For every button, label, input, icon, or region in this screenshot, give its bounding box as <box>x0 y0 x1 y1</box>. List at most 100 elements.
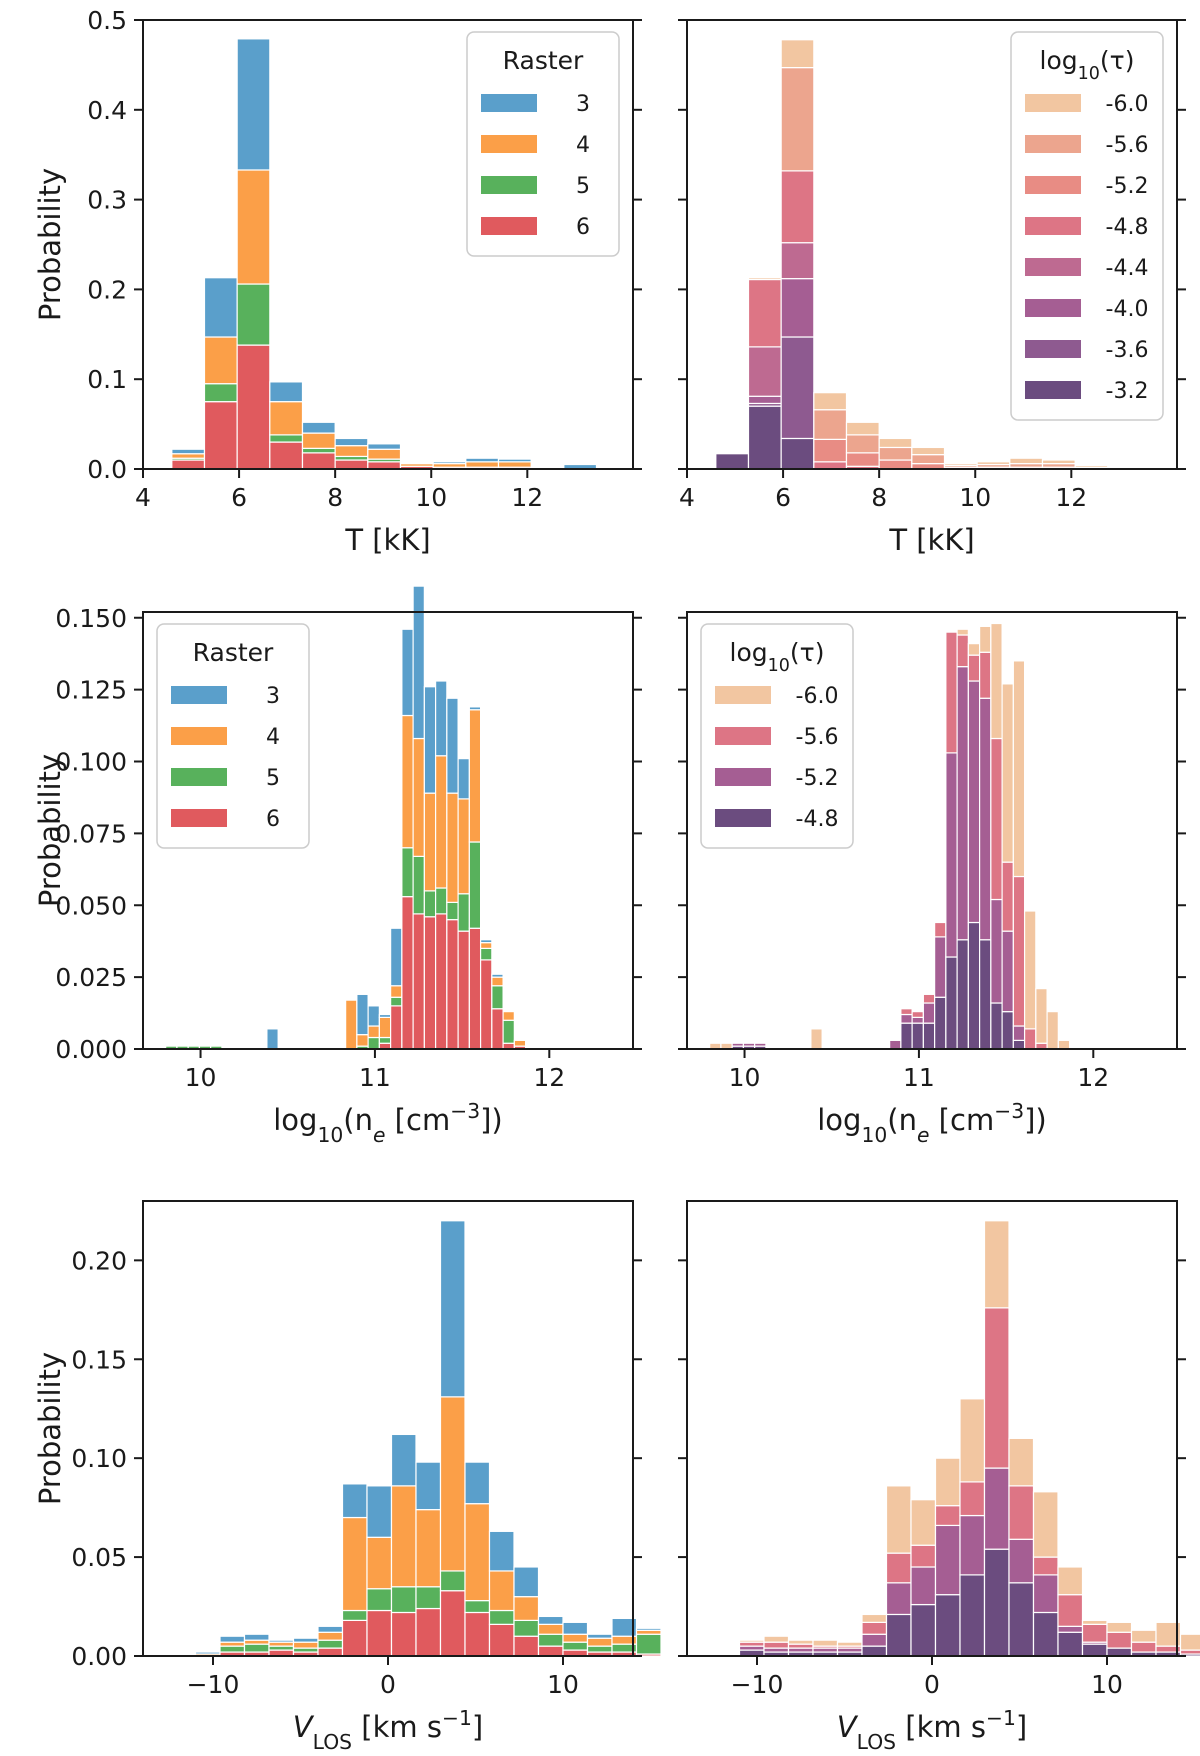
bar-series--5.6-bin-27 <box>1012 875 1026 1027</box>
legend-swatch--5.6 <box>1025 135 1081 153</box>
bar-series--4.8-bin-23 <box>967 921 981 1050</box>
bar-series--5.6-bin-16 <box>1106 1631 1133 1649</box>
y-tick-label: 0.00 <box>71 1642 127 1671</box>
x-tick-label: 4 <box>135 483 151 512</box>
legend-label-5: 5 <box>576 174 590 199</box>
legend-swatch--3.6 <box>1025 340 1081 358</box>
bar-series-3-bin-26 <box>457 758 470 800</box>
panel-velocity-raster: 0.00 0.05 0.10 0.15 0.20 −10 0 10 VLOS [km s−1] P… <box>33 1200 662 1754</box>
bar-series--6.0-bin-3 <box>787 1639 814 1645</box>
bar-series--4.8-bin-17 <box>900 1022 913 1050</box>
bar-series--5.6-bin-6 <box>861 1621 888 1635</box>
x-tick-label: −10 <box>731 1670 784 1699</box>
bar-series-4-bin-17 <box>356 1034 369 1047</box>
bar-series--4.8-bin-10 <box>959 1574 986 1657</box>
legend-label--3.2: -3.2 <box>1106 379 1149 404</box>
bar-series--6.0-bin-23 <box>967 643 981 656</box>
legend-swatch--4.8 <box>1025 217 1081 235</box>
legend-label-3: 3 <box>266 684 280 709</box>
bar-series-3-bin-28 <box>479 939 493 944</box>
bar-series--5.6-bin-2 <box>780 66 815 172</box>
bar-series-4-bin-14 <box>513 1596 540 1621</box>
y-axis-label: Probability <box>33 1352 67 1505</box>
bar-series-3-bin-11 <box>439 1220 466 1398</box>
bar-series--5.2-bin-26 <box>1001 930 1014 1013</box>
legend-swatch-5 <box>171 768 227 786</box>
bar-series--6.0-bin-31 <box>1057 1039 1071 1050</box>
bar-series--4.8-bin-24 <box>978 939 992 1050</box>
bar-series-4-bin-20 <box>390 985 403 998</box>
bar-series-6-bin-7 <box>341 1619 368 1657</box>
bar-series--6.0-bin-9 <box>810 1028 823 1050</box>
legend-swatch-3 <box>481 94 537 112</box>
bar-series--5.6-bin-19 <box>922 993 936 1004</box>
bar-series-5-bin-28 <box>479 947 493 961</box>
bar-series-4-bin-28 <box>479 942 493 949</box>
bar-series--6.0-bin-4 <box>845 421 880 436</box>
bar-series-5-bin-2 <box>219 1645 246 1653</box>
bar-series--5.2-bin-10 <box>959 1514 986 1576</box>
bar-series-4-bin-8 <box>366 1536 393 1590</box>
panel-density-tau: 10 11 12 log10(ne [cm−3]) log10(τ) -6.0 -5.6 -5… <box>678 611 1186 1147</box>
bar-series--6.0-bin-12 <box>1008 1437 1035 1487</box>
x-tick-label: 11 <box>359 1063 391 1092</box>
y-tick-label: 0.1 <box>87 365 127 394</box>
x-axis-label: log10(ne [cm−3]) <box>817 1099 1047 1147</box>
bar-series--5.2-bin-22 <box>956 666 969 941</box>
legend-label-3: 3 <box>576 92 590 117</box>
y-tick-label: 0.5 <box>87 6 127 35</box>
axes-frame <box>142 611 634 1050</box>
x-tick-label: 6 <box>231 483 247 512</box>
bar-series-3-bin-18 <box>611 1617 638 1637</box>
bar-series--3.2-bin-0 <box>715 453 750 470</box>
bar-series--6.0-bin-5 <box>836 1641 863 1647</box>
x-tick-label: 10 <box>959 483 991 512</box>
bar-series-3-bin-22 <box>412 585 425 740</box>
bar-series--5.2-bin-24 <box>978 697 992 941</box>
bar-series-3-bin-7 <box>399 462 434 465</box>
bar-series--6.0-bin-6 <box>911 446 946 456</box>
legend-swatch--4.0 <box>1025 299 1081 317</box>
x-tick-label: 0 <box>924 1670 940 1699</box>
bar-series-6-bin-22 <box>412 913 425 1050</box>
bar-series--6.0-bin-9 <box>1009 457 1044 465</box>
legend: log10(τ) -6.0 -5.6 -5.2 -4.8 -4.4 -4.0 -3.6 -3.2 <box>1010 31 1164 421</box>
bar-series-6-bin-2 <box>236 344 271 470</box>
bar-series-4-bin-15 <box>537 1623 564 1635</box>
bar-series-3-bin-7 <box>341 1483 368 1519</box>
bar-series-5-bin-18 <box>367 1036 380 1050</box>
bar-series-6-bin-14 <box>513 1635 540 1657</box>
legend-swatch--4.4 <box>1025 258 1081 276</box>
bar-series--5.6-bin-26 <box>1001 861 1014 932</box>
bar-series-3-bin-16 <box>562 1621 589 1635</box>
bar-series-6-bin-26 <box>457 930 470 1050</box>
bar-series-5-bin-27 <box>468 841 482 929</box>
bar-series-5-bin-22 <box>412 855 425 915</box>
bar-series-4-bin-23 <box>423 792 437 892</box>
x-tick-label: 0 <box>380 1670 396 1699</box>
bar-series-4-bin-9 <box>390 1485 417 1588</box>
legend-label-4: 4 <box>266 725 280 750</box>
legend-box <box>466 31 620 257</box>
bar-series--6.0-bin-5 <box>878 437 913 449</box>
bar-series-6-bin-24 <box>435 913 448 1050</box>
bar-series-3-bin-5 <box>292 1637 319 1643</box>
bar-series--3.2-bin-2 <box>780 437 815 470</box>
y-axis-label: Probability <box>33 754 67 907</box>
bar-series--5.2-bin-7 <box>885 1582 912 1616</box>
legend: Raster 3 4 5 6 <box>156 623 310 849</box>
legend-label--4.8: -4.8 <box>1106 215 1149 240</box>
bar-series-5-bin-3 <box>269 434 304 443</box>
bar-series-5-bin-24 <box>435 887 448 915</box>
bar-series--5.6-bin-23 <box>967 654 981 682</box>
bar-series-3-bin-2 <box>236 38 271 171</box>
panel-temperature-tau: 4 6 8 10 12 T [kK] log10(τ) -6.0 -5.6 -5.2 -4.8 -4.… <box>678 19 1186 557</box>
bar-series-6-bin-10 <box>415 1607 442 1657</box>
legend-box <box>700 623 854 849</box>
bar-series--4.8-bin-13 <box>1032 1611 1059 1657</box>
bar-series-3-bin-6 <box>317 1625 344 1633</box>
bar-series-4-bin-6 <box>317 1631 344 1641</box>
bar-series--4.8-bin-11 <box>983 1548 1010 1657</box>
bar-series--4.8-bin-6 <box>861 1645 888 1657</box>
